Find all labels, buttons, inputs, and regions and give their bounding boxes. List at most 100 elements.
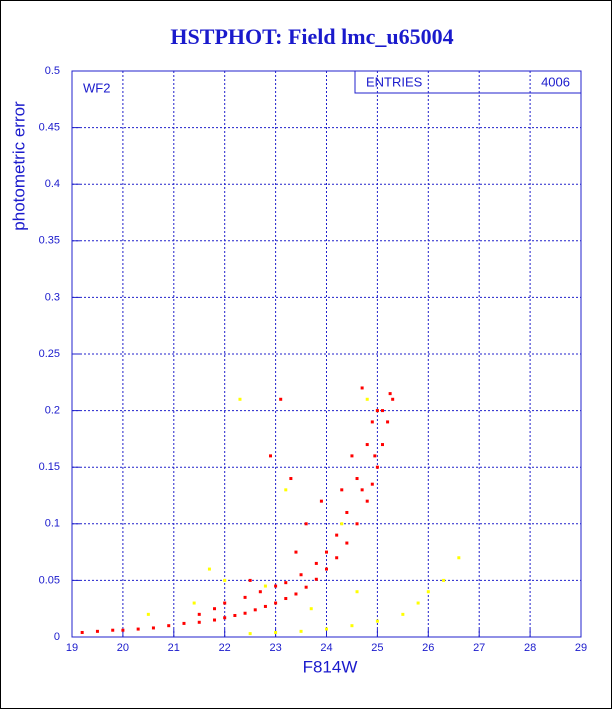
y-tick-label: 0 bbox=[54, 631, 60, 643]
point bbox=[213, 618, 217, 622]
point bbox=[238, 397, 242, 401]
chart-title: HSTPHOT: Field lmc_u65004 bbox=[170, 24, 453, 49]
point bbox=[111, 628, 115, 632]
point bbox=[416, 601, 420, 605]
point bbox=[350, 624, 354, 628]
point bbox=[294, 550, 298, 554]
point bbox=[388, 392, 392, 396]
point bbox=[121, 628, 125, 632]
stats-value: 4006 bbox=[541, 74, 570, 89]
point bbox=[325, 567, 328, 571]
point bbox=[197, 620, 201, 624]
y-tick-label: 0.3 bbox=[45, 291, 60, 303]
point bbox=[355, 522, 359, 526]
point bbox=[95, 629, 99, 633]
point bbox=[345, 510, 349, 514]
point bbox=[319, 499, 323, 503]
x-tick-label: 19 bbox=[66, 642, 78, 654]
point bbox=[370, 420, 374, 424]
point bbox=[340, 488, 344, 492]
x-tick-label: 27 bbox=[473, 642, 485, 654]
point bbox=[136, 627, 140, 631]
point bbox=[274, 584, 278, 588]
point bbox=[284, 597, 288, 601]
point bbox=[274, 630, 278, 634]
y-tick-label: 0.05 bbox=[39, 574, 60, 586]
point bbox=[284, 581, 288, 585]
point bbox=[284, 488, 288, 492]
y-axis-label: photometric error bbox=[9, 101, 28, 231]
point bbox=[401, 612, 405, 616]
x-tick-label: 26 bbox=[422, 642, 434, 654]
point bbox=[223, 616, 227, 620]
point bbox=[391, 397, 395, 401]
point bbox=[279, 397, 283, 401]
point bbox=[325, 550, 328, 554]
point bbox=[426, 590, 430, 594]
point bbox=[325, 627, 328, 631]
annotation: WF2 bbox=[83, 80, 110, 95]
x-tick-label: 22 bbox=[219, 642, 231, 654]
y-tick-label: 0.45 bbox=[39, 122, 60, 134]
y-tick-label: 0.4 bbox=[45, 178, 60, 190]
point bbox=[375, 465, 379, 469]
point bbox=[314, 561, 318, 565]
point bbox=[375, 619, 379, 623]
point bbox=[299, 629, 303, 633]
point bbox=[207, 567, 211, 571]
point bbox=[151, 626, 155, 630]
point bbox=[223, 601, 227, 605]
point bbox=[365, 443, 369, 447]
point bbox=[373, 454, 377, 458]
x-tick-label: 29 bbox=[575, 642, 587, 654]
point bbox=[213, 607, 217, 611]
point bbox=[365, 397, 369, 401]
point bbox=[248, 632, 252, 636]
point bbox=[345, 541, 349, 545]
point bbox=[289, 477, 293, 481]
x-tick-label: 25 bbox=[371, 642, 383, 654]
point bbox=[350, 454, 354, 458]
point bbox=[360, 386, 364, 390]
point bbox=[370, 482, 374, 486]
point bbox=[340, 522, 344, 526]
point bbox=[365, 499, 369, 503]
point bbox=[197, 612, 201, 616]
x-tick-label: 23 bbox=[269, 642, 281, 654]
y-tick-label: 0.1 bbox=[45, 518, 60, 530]
point bbox=[248, 578, 252, 582]
y-tick-label: 0.2 bbox=[45, 405, 60, 417]
point bbox=[243, 595, 247, 599]
point bbox=[335, 533, 339, 537]
point bbox=[192, 601, 196, 605]
x-tick-label: 21 bbox=[168, 642, 180, 654]
point bbox=[304, 522, 308, 526]
point bbox=[314, 577, 318, 581]
point bbox=[274, 601, 278, 605]
point bbox=[355, 590, 359, 594]
point bbox=[386, 420, 390, 424]
point bbox=[223, 578, 227, 582]
point bbox=[355, 477, 359, 481]
point bbox=[269, 454, 273, 458]
stats-label: ENTRIES bbox=[366, 74, 423, 89]
point bbox=[380, 443, 384, 447]
point bbox=[253, 608, 257, 612]
point bbox=[263, 604, 267, 608]
y-tick-label: 0.35 bbox=[39, 235, 60, 247]
point bbox=[233, 613, 237, 617]
point bbox=[380, 409, 384, 413]
x-tick-label: 24 bbox=[320, 642, 332, 654]
point bbox=[299, 573, 303, 577]
point bbox=[146, 612, 150, 616]
point bbox=[375, 409, 379, 413]
point bbox=[335, 556, 339, 560]
point bbox=[457, 556, 461, 560]
point bbox=[80, 630, 84, 634]
x-tick-label: 28 bbox=[524, 642, 536, 654]
point bbox=[243, 611, 247, 615]
point bbox=[442, 578, 446, 582]
point bbox=[360, 488, 364, 492]
x-tick-label: 20 bbox=[117, 642, 129, 654]
